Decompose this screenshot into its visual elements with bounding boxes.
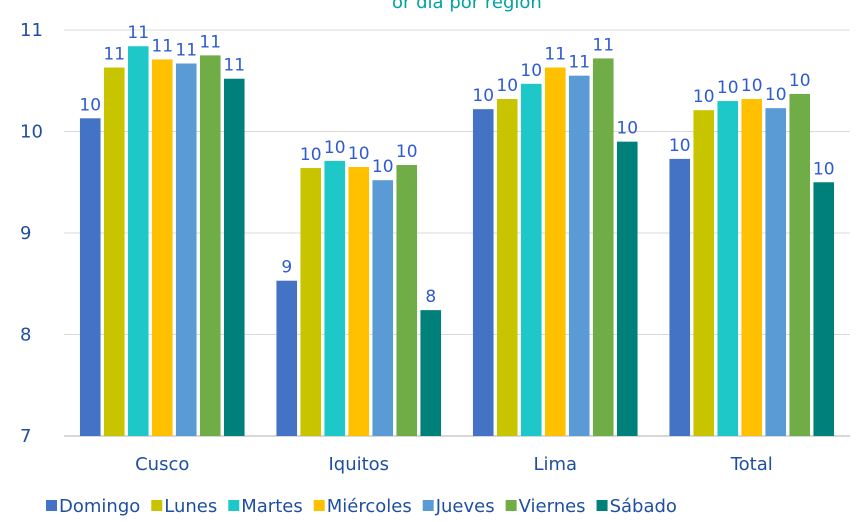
- legend-swatch: [151, 500, 163, 511]
- category-label: Iquitos: [328, 454, 389, 475]
- data-label: 11: [568, 53, 590, 73]
- data-label: 8: [425, 287, 436, 307]
- bar: [420, 310, 442, 436]
- y-tick-label: 11: [20, 20, 43, 41]
- legend-label: Domingo: [59, 496, 140, 517]
- data-label: 10: [789, 71, 811, 91]
- bar: [276, 280, 298, 436]
- bar: [396, 164, 418, 436]
- bar: [616, 141, 638, 436]
- data-label: 11: [151, 36, 173, 56]
- bar: [151, 59, 173, 437]
- bar: [127, 46, 149, 437]
- legend-swatch: [596, 500, 608, 511]
- legend-swatch: [228, 500, 240, 511]
- y-tick-label: 7: [20, 426, 31, 447]
- y-tick-label: 9: [20, 223, 31, 244]
- legend-swatch: [46, 500, 57, 511]
- data-label: 11: [544, 45, 566, 65]
- data-label: 10: [765, 85, 787, 105]
- bar: [300, 168, 322, 437]
- bar: [496, 99, 518, 437]
- legend-label: Jueves: [435, 496, 495, 517]
- data-label: 11: [175, 40, 197, 60]
- bar: [520, 83, 542, 437]
- bar: [669, 158, 691, 436]
- category-label: Cusco: [135, 454, 189, 475]
- data-label: 9: [281, 258, 292, 278]
- bar: [693, 110, 715, 436]
- legend: Domingo Lunes Martes Miércoles Jueves Viernes…: [46, 496, 677, 517]
- bar: [348, 167, 370, 436]
- bar: [717, 101, 739, 437]
- bar: [813, 182, 835, 436]
- legend-swatch: [422, 500, 434, 511]
- data-label: 10: [348, 144, 370, 164]
- legend-swatch: [313, 500, 325, 511]
- data-label: 10: [813, 159, 835, 179]
- data-label: 11: [127, 23, 149, 43]
- bar: [789, 93, 811, 436]
- bar: [372, 180, 394, 436]
- data-label: 10: [79, 95, 101, 115]
- bar: [472, 109, 494, 437]
- data-label: 10: [520, 61, 542, 81]
- bar: [741, 99, 763, 437]
- bar: [765, 108, 787, 436]
- data-label: 10: [616, 119, 638, 139]
- bar: [568, 75, 590, 437]
- bar: [79, 118, 101, 437]
- data-label: 10: [372, 157, 394, 177]
- data-label: 11: [199, 32, 221, 52]
- bars: [79, 46, 835, 437]
- data-label: 10: [472, 86, 494, 106]
- bar: [103, 67, 125, 437]
- category-label: Total: [730, 454, 773, 475]
- y-tick-label: 10: [20, 122, 43, 143]
- x-axis: Cusco Iquitos Lima Total: [135, 454, 773, 475]
- bar: [199, 55, 221, 436]
- data-label: 11: [103, 45, 125, 65]
- data-label: 10: [693, 87, 715, 107]
- legend-label: Miércoles: [327, 496, 412, 517]
- data-label: 11: [592, 35, 614, 55]
- legend-swatch: [505, 500, 517, 511]
- legend-label: Martes: [241, 496, 302, 517]
- data-label: 10: [324, 138, 346, 158]
- legend-label: Lunes: [164, 496, 217, 517]
- data-label: 10: [741, 76, 763, 96]
- data-label: 10: [496, 76, 518, 96]
- data-label: 10: [669, 136, 691, 156]
- legend-label: Sábado: [610, 496, 677, 517]
- bar: [544, 67, 566, 437]
- bar: [592, 58, 614, 437]
- legend-label: Viernes: [519, 496, 586, 517]
- data-label: 10: [396, 142, 418, 162]
- bar: [223, 78, 245, 436]
- bar: [175, 63, 197, 437]
- chart-title-fragment: or día por región: [392, 0, 542, 13]
- data-label: 10: [717, 78, 739, 98]
- data-label: 11: [223, 56, 245, 76]
- data-label: 10: [300, 145, 322, 165]
- bar: [324, 160, 346, 436]
- y-tick-label: 8: [20, 325, 31, 346]
- category-label: Lima: [533, 454, 577, 475]
